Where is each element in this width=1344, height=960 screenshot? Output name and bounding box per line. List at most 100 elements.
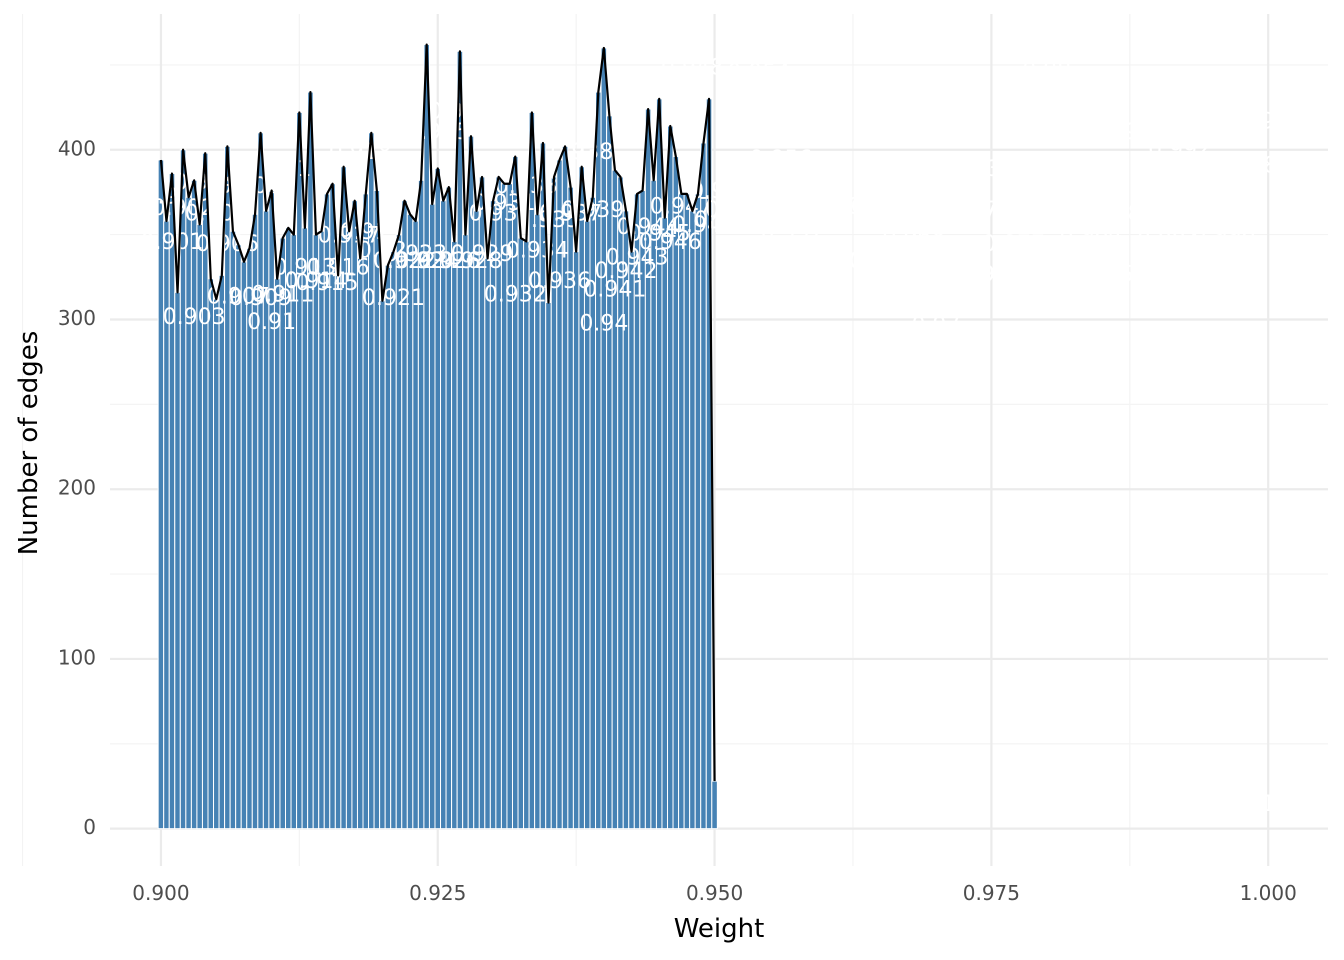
bar-label: 0.921 <box>362 286 425 311</box>
bar <box>390 251 397 830</box>
bar-label: 0.957 <box>761 220 824 245</box>
bar-label: 0.942 <box>594 259 657 284</box>
bar-label: 0.901 <box>141 230 204 255</box>
bar <box>478 176 486 830</box>
bar-label: 0.971 <box>916 188 979 213</box>
bar <box>672 156 680 830</box>
bar-label: 0.992 <box>1148 137 1211 162</box>
bar <box>473 210 480 830</box>
bar-label: 0.946 <box>639 230 702 255</box>
bar-label: 0.98 <box>1022 59 1071 84</box>
bar-label: 0.976 <box>971 178 1034 203</box>
bar-label: 0.947 <box>650 194 713 219</box>
bar <box>506 183 513 830</box>
bar-label: 0.987 <box>1093 201 1156 226</box>
bar <box>240 261 248 830</box>
bar <box>273 278 281 830</box>
bar <box>456 50 464 830</box>
bar-label: 0.989 <box>1115 191 1178 216</box>
bar-label: 1 <box>1261 792 1275 817</box>
bar <box>545 302 552 830</box>
bar <box>356 257 364 830</box>
bar-label: 0.912 <box>262 157 325 182</box>
bar-label: 0.966 <box>860 252 923 277</box>
bar-label: 0.996 <box>1192 222 1255 247</box>
bar <box>235 244 242 830</box>
bar-label: 0.951 <box>694 208 757 233</box>
bar <box>417 179 425 830</box>
bar-label: 0.932 <box>484 283 547 308</box>
bar-label: 0.995 <box>1181 205 1244 230</box>
bar <box>523 240 530 830</box>
bar-label: 0.958 <box>772 184 835 209</box>
bar-label: 0.905 <box>185 201 248 226</box>
bar <box>628 251 635 830</box>
bar-label: 0.953 <box>716 250 779 275</box>
bar <box>423 44 430 830</box>
bar-label: 0.967 <box>871 123 934 148</box>
bar <box>246 247 253 830</box>
bar <box>451 240 458 830</box>
bar <box>572 251 580 830</box>
bar-label: 0.969 <box>893 154 956 179</box>
x-tick-label: 0.900 <box>132 881 189 905</box>
x-axis-ticks: 0.900 0.925 0.950 0.975 1.000 <box>132 881 1297 905</box>
bar-label: 0.955 <box>738 244 801 269</box>
bar <box>495 176 502 830</box>
bar-label: 0.926 <box>417 249 480 274</box>
bar-label: 0.978 <box>993 208 1056 233</box>
bar-label: 0.922 <box>373 249 436 274</box>
bar <box>384 264 392 830</box>
bar-label: 0.963 <box>827 194 890 219</box>
x-tick-label: 1.000 <box>1240 881 1297 905</box>
bar-label: 0.999 <box>1226 110 1289 135</box>
bar-label: 0.929 <box>451 242 514 267</box>
bar-label: 0.961 <box>805 188 868 213</box>
bar-label: 0.984 <box>1060 222 1123 247</box>
bar <box>661 217 669 830</box>
bar-label: 0.959 <box>783 269 846 294</box>
bar <box>174 291 181 830</box>
bar-labels: 0.90.9010.9020.9030.9040.9050.9060.9070.… <box>141 55 1289 817</box>
bar <box>517 237 525 830</box>
bar <box>395 234 403 830</box>
bar-label: 0.928 <box>439 249 502 274</box>
bar <box>229 230 237 830</box>
bar-label: 0.979 <box>1004 103 1067 128</box>
bar <box>207 278 215 830</box>
bar <box>307 91 314 830</box>
bar <box>345 230 353 830</box>
bar-label: 0.96 <box>801 211 850 236</box>
y-tick-label: 0 <box>83 815 96 839</box>
bar-label: 0.936 <box>528 269 591 294</box>
bar-label: 0.975 <box>960 262 1023 287</box>
bar <box>213 298 220 830</box>
y-tick-label: 300 <box>58 306 96 330</box>
bar <box>312 234 320 830</box>
x-tick-label: 0.975 <box>963 881 1020 905</box>
trend-line <box>159 43 716 782</box>
bar <box>683 193 691 830</box>
bar-label: 0.994 <box>1170 205 1233 230</box>
bar-label: 0.988 <box>1104 120 1167 145</box>
bar-label: 0.934 <box>506 239 569 264</box>
bar-label: 0.952 <box>705 198 768 223</box>
bar <box>445 186 453 830</box>
bar-label: 0.948 <box>661 55 724 80</box>
bar <box>440 200 447 830</box>
y-axis-ticks: 0 100 200 300 400 <box>58 136 96 839</box>
x-axis-title: Weight <box>674 914 765 944</box>
bar-label: 0.91 <box>247 310 296 335</box>
bar-label: 0.998 <box>1215 154 1278 179</box>
bar <box>301 227 309 830</box>
y-tick-label: 100 <box>58 645 96 669</box>
x-tick-label: 0.950 <box>686 881 743 905</box>
bar <box>190 179 198 830</box>
bar-label: 0.949 <box>672 213 735 238</box>
bar-label: 0.938 <box>550 140 613 165</box>
bar-label: 0.973 <box>938 157 1001 182</box>
y-tick-label: 200 <box>58 476 96 500</box>
bar <box>218 274 226 830</box>
bar-label: 0.962 <box>816 194 879 219</box>
